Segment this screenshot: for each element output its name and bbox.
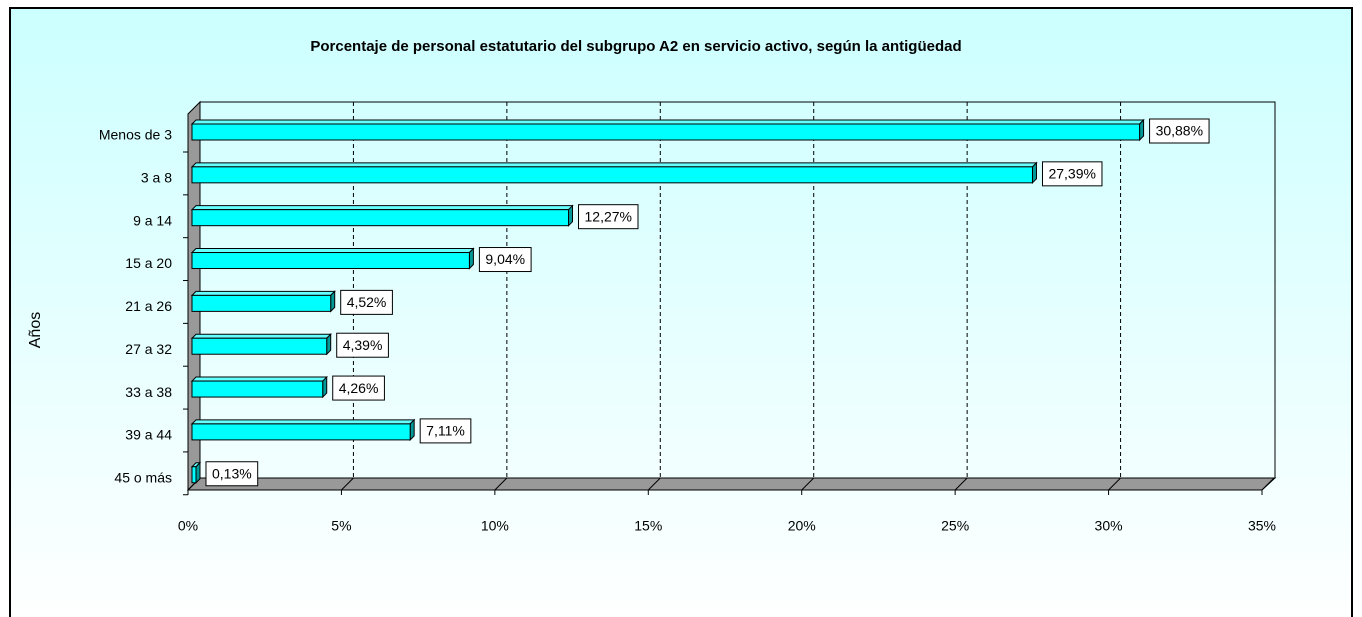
y-tick-label: 45 o más: [114, 469, 172, 485]
bar: [191, 380, 324, 398]
data-label-box: [205, 461, 259, 487]
data-label-box: [332, 375, 385, 401]
floor-line: [801, 477, 815, 491]
y-tick-label: 15 a 20: [125, 255, 172, 271]
data-label-box: [340, 289, 393, 315]
bar-side: [1031, 161, 1037, 185]
data-label: 4,39%: [343, 337, 383, 353]
data-label-box: [1041, 161, 1103, 187]
data-label-box: [1149, 118, 1210, 144]
bar: [191, 466, 197, 484]
y-tick-label: 9 a 14: [133, 212, 172, 228]
chart-title: Porcentaje de personal estatutario del s…: [310, 38, 961, 55]
data-label: 12,27%: [585, 208, 632, 224]
bar: [191, 337, 328, 355]
bar-top: [190, 376, 328, 382]
y-tick-label: 27 a 32: [125, 341, 172, 357]
data-label: 9,04%: [485, 251, 525, 267]
bar-side: [195, 461, 201, 484]
floor-line: [1261, 477, 1275, 491]
y-tick-label: 33 a 38: [125, 384, 172, 400]
data-label: 4,52%: [347, 294, 387, 310]
bar-side: [409, 418, 415, 442]
floor-line: [954, 477, 968, 491]
x-tick-label: 0%: [178, 518, 198, 534]
bar-top: [190, 419, 416, 425]
bar-top: [190, 119, 1145, 125]
data-label: 30,88%: [1156, 123, 1203, 139]
x-tick-label: 15%: [634, 518, 662, 534]
bar-top: [190, 162, 1038, 168]
bar-top: [190, 205, 574, 211]
bar-side: [468, 247, 474, 270]
back-wall: [199, 101, 1276, 479]
bar: [191, 294, 332, 312]
bar-side: [322, 375, 328, 399]
data-label-box: [336, 332, 389, 358]
data-label: 7,11%: [426, 423, 465, 439]
bar: [191, 423, 411, 441]
bar-top: [190, 248, 475, 254]
x-tick-label: 5%: [331, 518, 351, 534]
bar: [191, 252, 470, 270]
x-tick-label: 10%: [481, 518, 509, 534]
y-tick-label: 3 a 8: [141, 170, 172, 186]
x-tick-label: 20%: [788, 518, 816, 534]
data-label: 4,26%: [339, 380, 379, 396]
data-label-box: [478, 247, 532, 273]
data-label-box: [419, 418, 472, 444]
floor-line: [494, 477, 508, 491]
floor-line: [1108, 477, 1121, 491]
y-tick-label: 39 a 44: [125, 427, 172, 443]
bar-side: [568, 204, 574, 227]
x-tick-label: 30%: [1095, 518, 1123, 534]
bar: [191, 166, 1033, 184]
bar: [191, 209, 570, 227]
bar-side: [326, 333, 332, 356]
data-label-box: [578, 204, 639, 230]
bar-top: [190, 333, 332, 339]
x-tick-label: 35%: [1248, 518, 1276, 534]
bar: [191, 123, 1141, 141]
floor-line: [647, 477, 661, 491]
bar-side: [1139, 118, 1145, 142]
y-axis-label: Años: [27, 312, 44, 348]
y-tick-label: Menos de 3: [99, 127, 172, 143]
floor-line: [341, 477, 354, 491]
bar-side: [330, 290, 336, 313]
bar-top: [190, 290, 336, 296]
chart-area: [9, 7, 1353, 617]
data-label: 0,13%: [212, 465, 252, 481]
y-tick-label: 21 a 26: [125, 298, 172, 314]
x-tick-label: 25%: [941, 518, 969, 534]
data-label: 27,39%: [1048, 166, 1095, 182]
